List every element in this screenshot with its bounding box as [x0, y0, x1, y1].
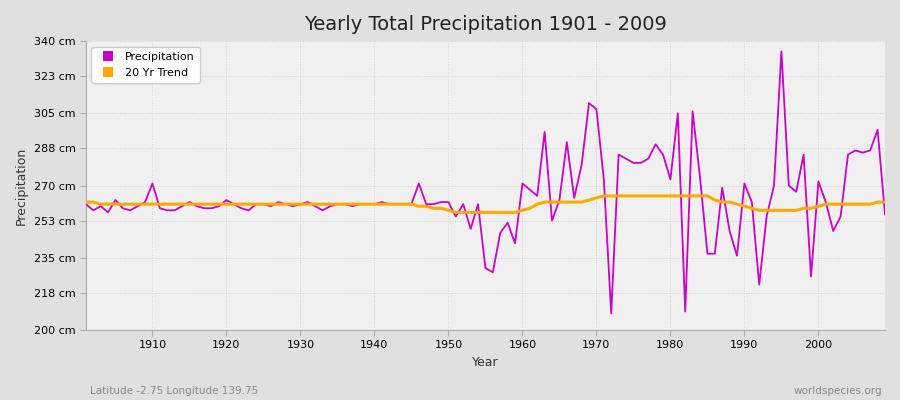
Title: Yearly Total Precipitation 1901 - 2009: Yearly Total Precipitation 1901 - 2009: [304, 15, 667, 34]
Y-axis label: Precipitation: Precipitation: [15, 146, 28, 225]
Text: worldspecies.org: worldspecies.org: [794, 386, 882, 396]
X-axis label: Year: Year: [472, 356, 499, 369]
Legend: Precipitation, 20 Yr Trend: Precipitation, 20 Yr Trend: [92, 47, 200, 83]
Text: Latitude -2.75 Longitude 139.75: Latitude -2.75 Longitude 139.75: [90, 386, 258, 396]
